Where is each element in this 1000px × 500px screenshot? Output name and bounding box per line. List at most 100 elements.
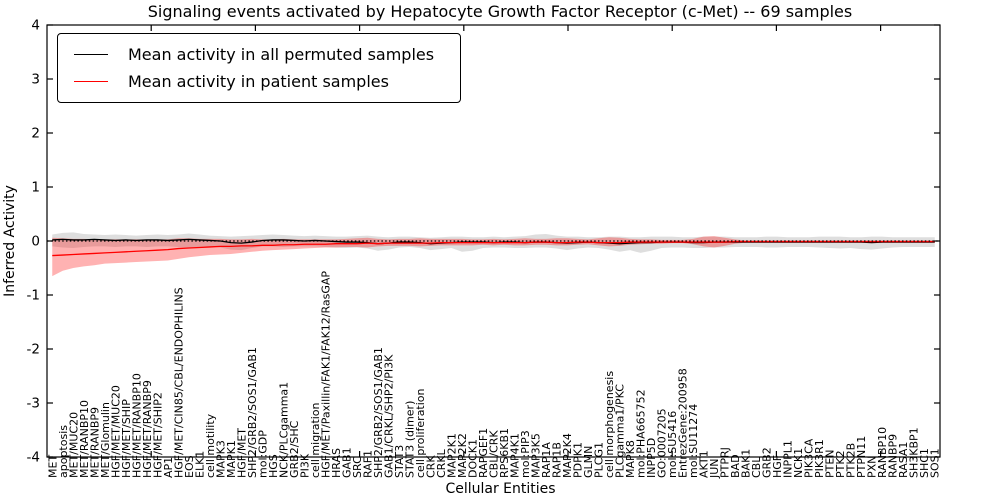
x-category-label: PLCG1 <box>593 442 606 478</box>
x-category-label: MAPK1 <box>225 440 238 478</box>
x-category-label: PXN <box>866 456 879 478</box>
x-category-label: GLMN <box>582 446 595 478</box>
x-category-label: JUN <box>708 458 721 479</box>
x-category-label: PTK2B <box>845 443 858 478</box>
legend-label-permuted: Mean activity in all permuted samples <box>128 45 435 64</box>
x-category-label: INPPL1 <box>782 440 795 478</box>
y-tick-label: 1 <box>31 180 40 196</box>
x-category-label: RAPGEF1 <box>477 428 490 478</box>
x-category-label: BAD <box>729 454 742 478</box>
x-category-label: HGF/MET/MUC20 <box>109 385 122 478</box>
legend-item-permuted: Mean activity in all permuted samples <box>74 41 434 68</box>
patient-line-swatch <box>74 81 108 82</box>
x-category-label: GRB2 <box>761 447 774 478</box>
patient-mean-line <box>52 240 935 257</box>
x-category-label: CBL/CRK <box>488 430 501 478</box>
x-category-label: SH3KBP1 <box>908 427 921 478</box>
x-category-label: cell proliferation <box>414 388 427 478</box>
x-category-label: cell migration <box>309 402 322 478</box>
x-category-label: MAP3K5 <box>530 433 543 478</box>
x-category-label: CRKL <box>435 448 448 478</box>
x-category-label: MET/RANBP10 <box>78 400 91 478</box>
x-category-label: RAP1B <box>551 442 564 478</box>
x-category-label: MAP2K4 <box>561 433 574 478</box>
x-category-label: RANBP10 <box>876 427 889 478</box>
x-category-label: RAP1A <box>540 442 553 478</box>
x-category-label: GRB2/SHC <box>288 420 301 478</box>
x-category-label: MET/Glomulin <box>99 402 112 478</box>
x-category-label: GAB1 <box>340 447 353 478</box>
x-category-label: mol:PHA665752 <box>635 389 648 478</box>
x-category-label: MET/MUC20 <box>67 412 80 478</box>
x-category-label: cell motility <box>204 413 217 478</box>
patient-band <box>52 236 935 277</box>
x-category-label: HGF/MET <box>235 428 248 478</box>
x-category-label: BAK1 <box>740 449 753 478</box>
x-category-label: AP1 <box>162 457 175 478</box>
x-category-label: PIK3R1 <box>813 439 826 478</box>
x-category-label: GAB1/CRKL/SHP2/PI3K <box>382 354 395 478</box>
x-category-label: PLCgamma1/PKC <box>614 384 627 478</box>
legend-item-patient: Mean activity in patient samples <box>74 68 434 95</box>
x-category-label: PI3K <box>298 453 311 478</box>
x-category-label: SOS1 <box>929 448 942 478</box>
x-category-label: NCK1 <box>792 448 805 478</box>
x-category-label: mol:SU11274 <box>687 404 700 478</box>
x-category-label: HRAS <box>330 448 343 478</box>
y-axis-title: Inferred Activity <box>2 185 18 297</box>
x-category-label: DOCK1 <box>466 439 479 478</box>
x-axis-title: Cellular Entities <box>445 481 555 497</box>
x-category-label: MAP2K2 <box>456 433 469 478</box>
x-category-label: mol:SU5416 <box>666 411 679 478</box>
x-category-label: CBL <box>750 456 763 478</box>
x-category-label: MAP2K1 <box>445 433 458 478</box>
x-category-label: STAT3 <box>393 445 406 478</box>
x-category-label: SHP2/GRB2/SOS1/GAB1 <box>372 347 385 478</box>
x-category-label: PIK3CA <box>803 438 816 478</box>
x-category-label: PTK2 <box>834 450 847 478</box>
x-category-label: HGF/MET/SHIP <box>120 399 133 478</box>
x-category-label: SHC1 <box>918 448 931 478</box>
x-category-label: HGF/MET/Paxillin/FAK1/FAK12/RasGAP <box>319 271 332 478</box>
legend: Mean activity in all permuted samples Me… <box>57 33 462 103</box>
y-tick-label: 3 <box>31 72 40 88</box>
x-category-label: MAP4K1 <box>509 433 522 478</box>
y-tick-label: -3 <box>27 396 40 412</box>
x-category-label: NCK/PLCgamma1 <box>277 382 290 478</box>
chart-title: Signaling events activated by Hepatocyte… <box>147 2 853 21</box>
x-category-label: AKT1 <box>698 450 711 478</box>
x-category-label: HGF/MET/RANBP9 <box>141 380 154 478</box>
y-tick-label: 2 <box>31 126 40 142</box>
x-category-label: INPP5D <box>645 438 658 478</box>
x-category-label: cell morphogenesis <box>603 371 616 478</box>
x-category-label: RASA1 <box>897 442 910 478</box>
y-tick-label: -2 <box>27 342 40 358</box>
x-category-label: MET <box>46 455 59 478</box>
x-category-label: EntrezGene:200958 <box>677 368 690 478</box>
x-category-label: SRC <box>351 456 364 478</box>
x-category-label: MAPK8 <box>624 440 637 478</box>
x-category-label: ELK1 <box>193 451 206 478</box>
x-category-label: PTPRJ <box>719 447 732 478</box>
x-category-label: HGF/MET/RANBP10 <box>130 373 143 478</box>
y-tick-label: -1 <box>27 288 40 304</box>
x-category-label: HGF/MET/CIN85/CBL/ENDOPHILINS <box>172 287 185 478</box>
x-category-label: MAPK3 <box>214 440 227 478</box>
x-category-label: CRK <box>424 455 437 478</box>
legend-label-patient: Mean activity in patient samples <box>128 72 389 91</box>
x-category-label: EOS <box>183 455 196 478</box>
x-category-label: RPS6KB1 <box>498 428 511 478</box>
y-tick-label: 0 <box>31 234 40 250</box>
x-category-label: GO:0007205 <box>656 408 669 478</box>
x-category-label: HGS <box>267 454 280 478</box>
x-category-label: PTPN11 <box>855 436 868 478</box>
x-category-label: RANBP9 <box>887 434 900 478</box>
permuted-line-swatch <box>74 54 108 55</box>
x-category-label: PTEN <box>824 449 837 478</box>
y-tick-label: 4 <box>31 18 40 34</box>
x-category-label: mol:GDP <box>256 430 269 478</box>
x-category-label: SHP2/GRB2/SOS1/GAB1 <box>246 347 259 478</box>
y-tick-label: -4 <box>27 450 40 466</box>
